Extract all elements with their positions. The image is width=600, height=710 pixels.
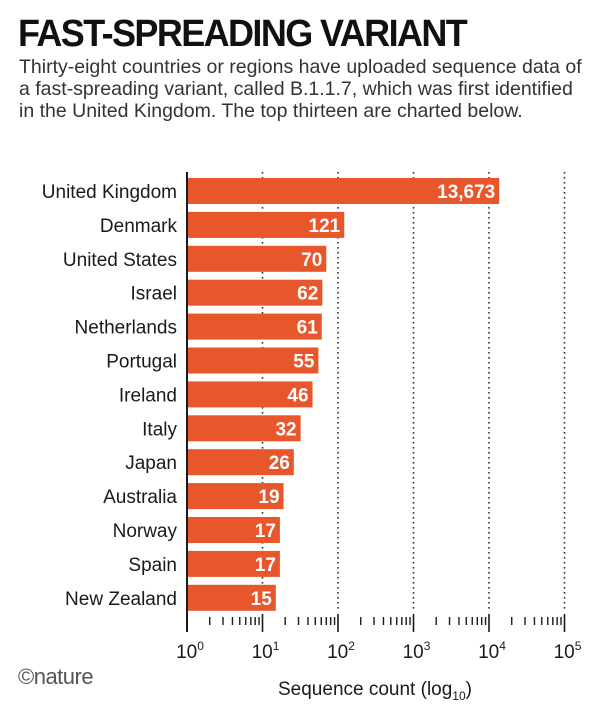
bar (187, 517, 280, 543)
value-label: 17 (255, 521, 276, 542)
tick-label: 101 (252, 639, 280, 663)
category-label: Japan (125, 453, 177, 474)
bar (187, 313, 322, 340)
x-axis-label-close: ) (466, 679, 472, 700)
value-label: 55 (293, 352, 315, 373)
value-label: 121 (309, 216, 341, 237)
tick-label: 103 (403, 639, 431, 663)
value-label: 19 (258, 487, 279, 508)
category-label: Australia (103, 487, 177, 508)
bar (187, 245, 327, 272)
category-label: Portugal (106, 352, 177, 373)
bar (187, 381, 313, 408)
bar (187, 550, 280, 577)
bars: 13,673 United Kingdom 121 Denmark 70 United S… (42, 178, 500, 611)
tick-label: 102 (327, 639, 355, 663)
value-label: 17 (255, 555, 276, 576)
category-label: Ireland (119, 385, 177, 406)
bar (187, 178, 500, 204)
bar (187, 347, 319, 374)
value-label: 70 (301, 250, 322, 271)
bar (187, 279, 323, 306)
bar (187, 415, 301, 442)
x-axis: 100 101 102 103 104 105 (176, 172, 582, 663)
tick-label: 105 (554, 639, 582, 663)
category-label: Denmark (100, 216, 178, 237)
category-label: Israel (131, 284, 177, 305)
x-axis-label: Sequence count (log10) (278, 679, 472, 703)
tick-label: 104 (478, 639, 506, 663)
value-label: 32 (275, 419, 296, 440)
bar (187, 584, 276, 611)
x-axis-label-subscript: 10 (452, 689, 466, 703)
value-label: 46 (287, 385, 308, 406)
bar (187, 211, 345, 238)
category-label: Spain (128, 555, 177, 576)
value-label: 13,673 (437, 182, 495, 203)
bar (187, 483, 284, 510)
category-label: United Kingdom (42, 182, 177, 203)
category-label: New Zealand (65, 589, 177, 610)
category-label: Norway (113, 521, 178, 542)
value-label: 26 (269, 453, 290, 474)
chart-subtitle: Thirty-eight countries or regions have u… (19, 56, 582, 122)
value-label: 62 (297, 284, 318, 305)
category-label: United States (63, 250, 177, 271)
value-label: 61 (297, 318, 319, 339)
x-axis-label-main: Sequence count (log (278, 679, 452, 700)
category-label: Italy (142, 419, 177, 440)
tick-label: 100 (176, 639, 204, 663)
value-label: 15 (251, 589, 273, 610)
category-label: Netherlands (75, 318, 177, 339)
chart-title: FAST-SPREADING VARIANT (18, 11, 468, 55)
nature-logo: ©nature (18, 664, 94, 689)
bar (187, 449, 294, 476)
